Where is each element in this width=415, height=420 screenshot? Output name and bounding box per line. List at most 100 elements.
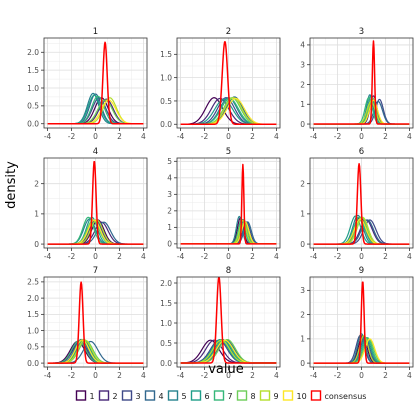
facet-panel-3: 3 0 1 2 3 4 -4 -2 0 2 4: [300, 27, 414, 141]
legend-label: 5: [182, 392, 187, 401]
y-tick-label: 0.0: [27, 359, 39, 368]
y-tick-label: 0: [300, 120, 305, 129]
y-tick-label: 3: [300, 61, 305, 70]
facet-panel-2: 2 0.0 0.5 1.0 1.5 -4 -2 0 2 4: [160, 27, 281, 141]
x-tick-label: 0: [226, 371, 231, 380]
x-tick-label: -4: [44, 371, 52, 380]
x-tick-label: -4: [310, 132, 318, 141]
legend-label: 10: [297, 392, 307, 401]
consensus-density-line: [313, 281, 410, 364]
x-tick-label: 0: [359, 132, 364, 141]
facet-panel-7: 7 0.0 0.5 1.0 1.5 2.0 2.5 -4 -2 0 2 4: [27, 266, 148, 380]
consensus-density-line: [47, 281, 144, 364]
legend-key: [167, 390, 179, 401]
y-tick-label: 1: [167, 223, 172, 232]
legend-key: [98, 390, 110, 401]
x-tick-label: 4: [274, 132, 279, 141]
legend-item-9: 9: [259, 390, 279, 401]
legend-item-7: 7: [213, 390, 233, 401]
y-axis-title: density: [4, 161, 19, 209]
y-tick-label: 0.0: [27, 120, 39, 129]
legend-key: [282, 390, 294, 401]
legend-key: [190, 390, 202, 401]
y-tick-label: 1: [300, 335, 305, 344]
legend-item-5: 5: [167, 390, 187, 401]
y-tick-label: 1.5: [160, 50, 172, 59]
legend-item-6: 6: [190, 390, 210, 401]
facet-title: 3: [359, 27, 364, 37]
x-tick-label: 4: [141, 252, 146, 261]
density-curves: [313, 40, 410, 125]
facet-title: 4: [93, 147, 98, 157]
y-tick-label: 2: [167, 207, 172, 216]
facet-title: 7: [93, 266, 98, 276]
legend-label: 3: [136, 392, 141, 401]
legend-item-1: 1: [75, 390, 95, 401]
x-tick-label: -4: [44, 252, 52, 261]
x-tick-label: 2: [250, 132, 255, 141]
density-curves: [313, 281, 410, 364]
facet-title: 9: [359, 266, 364, 276]
consensus-density-line: [313, 40, 410, 125]
y-tick-label: 2.0: [160, 279, 172, 288]
x-tick-label: -2: [68, 371, 76, 380]
y-tick-label: 0: [300, 359, 305, 368]
y-tick-label: 2: [300, 179, 305, 188]
legend-key: [144, 390, 156, 401]
density-curves: [47, 41, 144, 125]
x-tick-label: -4: [44, 132, 52, 141]
x-tick-label: 0: [359, 371, 364, 380]
facet-title: 1: [93, 27, 98, 37]
y-tick-label: 4: [167, 174, 172, 183]
x-tick-label: 2: [117, 371, 122, 380]
consensus-density-line: [47, 41, 144, 125]
x-tick-label: 0: [93, 252, 98, 261]
x-tick-label: 4: [407, 252, 412, 261]
legend-key: [236, 390, 248, 401]
y-tick-label: 0.5: [27, 102, 39, 111]
consensus-density-line: [180, 277, 277, 364]
legend-label: consensus: [325, 392, 367, 401]
y-tick-label: 1: [34, 210, 39, 219]
y-tick-label: 2: [300, 310, 305, 319]
x-tick-label: 0: [93, 132, 98, 141]
x-tick-label: -4: [177, 132, 185, 141]
legend: 1 2 3 4 5 6 7 8 9 10 consensus: [75, 390, 367, 401]
facet-title: 6: [359, 147, 364, 157]
x-axis-title: value: [208, 362, 244, 377]
y-tick-label: 1.0: [160, 73, 172, 82]
legend-label: 4: [159, 392, 164, 401]
x-tick-label: 4: [407, 371, 412, 380]
legend-key: [75, 390, 87, 401]
x-tick-label: 0: [226, 252, 231, 261]
x-tick-label: -2: [334, 371, 342, 380]
legend-item-4: 4: [144, 390, 164, 401]
consensus-density-line: [180, 163, 277, 245]
y-tick-label: 1.0: [160, 319, 172, 328]
consensus-density-line: [47, 161, 144, 245]
y-tick-label: 2: [34, 179, 39, 188]
y-tick-label: 4: [300, 41, 305, 50]
y-tick-label: 1.5: [27, 310, 39, 319]
x-tick-label: -2: [334, 132, 342, 141]
facet-panel-5: 5 0 1 2 3 4 5 -4 -2 0 2 4: [167, 147, 281, 261]
y-tick-label: 0: [300, 240, 305, 249]
facet-panels: 1 0.0 0.5 1.0 1.5 2.0 -4 -2 0 2 4 2 0.0 0.5 1.0 1.5 -4 -2…: [27, 27, 414, 380]
y-tick-label: 0: [167, 240, 172, 249]
y-tick-label: 2.5: [27, 278, 39, 287]
density-curves: [180, 163, 277, 245]
x-tick-label: 0: [226, 132, 231, 141]
legend-item-3: 3: [121, 390, 141, 401]
legend-label: 9: [274, 392, 279, 401]
y-tick-label: 0.0: [160, 359, 172, 368]
y-tick-label: 3: [167, 190, 172, 199]
consensus-density-line: [180, 41, 277, 126]
y-tick-label: 1.5: [27, 66, 39, 75]
x-tick-label: 2: [117, 252, 122, 261]
legend-key: [259, 390, 271, 401]
y-tick-label: 1.5: [160, 299, 172, 308]
density-curves: [47, 161, 144, 245]
x-tick-label: -2: [201, 132, 209, 141]
legend-label: 2: [113, 392, 118, 401]
